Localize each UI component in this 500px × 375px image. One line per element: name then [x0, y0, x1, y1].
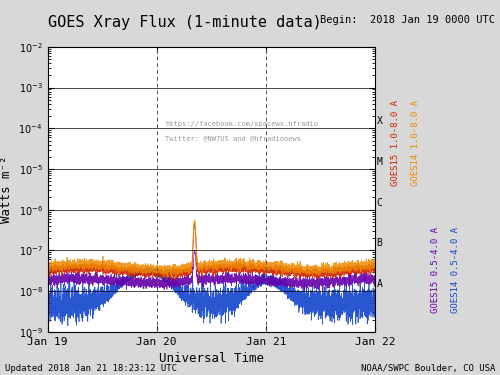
Text: GOES Xray Flux (1-minute data): GOES Xray Flux (1-minute data) [48, 15, 321, 30]
Text: Twitter: @NW7US and @hfradionews: Twitter: @NW7US and @hfradionews [166, 135, 302, 141]
Text: GOES15 1.0-8.0 A: GOES15 1.0-8.0 A [390, 99, 400, 186]
Text: C: C [376, 198, 382, 208]
Text: A: A [376, 279, 382, 289]
Text: GOES14 0.5-4.0 A: GOES14 0.5-4.0 A [450, 227, 460, 313]
Text: NOAA/SWPC Boulder, CO USA: NOAA/SWPC Boulder, CO USA [360, 364, 495, 373]
Y-axis label: Watts m⁻²: Watts m⁻² [0, 156, 13, 223]
Text: Updated 2018 Jan 21 18:23:12 UTC: Updated 2018 Jan 21 18:23:12 UTC [5, 364, 177, 373]
Text: Begin:  2018 Jan 19 0000 UTC: Begin: 2018 Jan 19 0000 UTC [320, 15, 495, 25]
Text: X: X [376, 116, 382, 126]
X-axis label: Universal Time: Universal Time [159, 352, 264, 365]
Text: GOES14 1.0-8.0 A: GOES14 1.0-8.0 A [410, 99, 420, 186]
Text: M: M [376, 157, 382, 167]
Text: GOES15 0.5-4.0 A: GOES15 0.5-4.0 A [430, 227, 440, 313]
Text: https://facebook.com/spacewx.hfradio: https://facebook.com/spacewx.hfradio [166, 121, 318, 127]
Text: B: B [376, 238, 382, 248]
